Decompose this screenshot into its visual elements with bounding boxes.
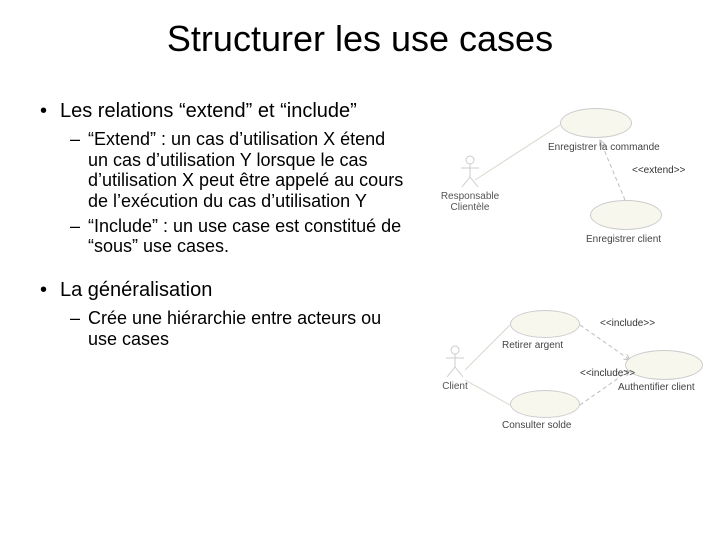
text-column: Les relations “extend” et “include” “Ext… <box>40 100 410 354</box>
actor-icon <box>459 155 481 189</box>
diagram-include: Client Retirer argent Consulter solde Au… <box>420 290 710 460</box>
spacer <box>40 261 410 279</box>
usecase-ellipse <box>590 200 662 230</box>
usecase-label-auth: Authentifier client <box>618 382 695 393</box>
actor-client: Client <box>430 345 480 392</box>
bullet-generalisation-def: Crée une hiérarchie entre acteurs ou use… <box>40 308 410 349</box>
actor-icon <box>444 345 466 379</box>
actor-label: Responsable Clientèle <box>430 191 510 213</box>
usecase-label-consulter: Consulter solde <box>502 420 571 431</box>
extend-label: <<extend>> <box>632 165 685 176</box>
diagram-extend: Responsable Clientèle Enregistrer la com… <box>420 100 710 260</box>
usecase-label-top: Enregistrer la commande <box>548 142 660 153</box>
actor-responsable: Responsable Clientèle <box>430 155 510 213</box>
usecase-ellipse <box>510 390 580 418</box>
include-label-2: <<include>> <box>580 368 635 379</box>
usecase-ellipse <box>560 108 632 138</box>
diagram-column: Responsable Clientèle Enregistrer la com… <box>420 100 710 520</box>
usecase-ellipse <box>510 310 580 338</box>
slide-title: Structurer les use cases <box>0 18 720 60</box>
usecase-label-bot: Enregistrer client <box>586 234 661 245</box>
usecase-ellipse <box>625 350 703 380</box>
include-label-1: <<include>> <box>600 318 655 329</box>
bullet-extend-def: “Extend” : un cas d’utilisation X étend … <box>40 129 410 212</box>
bullet-relations: Les relations “extend” et “include” <box>40 100 410 123</box>
bullet-include-def: “Include” : un use case est constitué de… <box>40 216 410 257</box>
actor-label: Client <box>430 381 480 392</box>
bullet-generalisation: La généralisation <box>40 279 410 302</box>
slide: Structurer les use cases Les relations “… <box>0 0 720 540</box>
usecase-label-retirer: Retirer argent <box>502 340 563 351</box>
